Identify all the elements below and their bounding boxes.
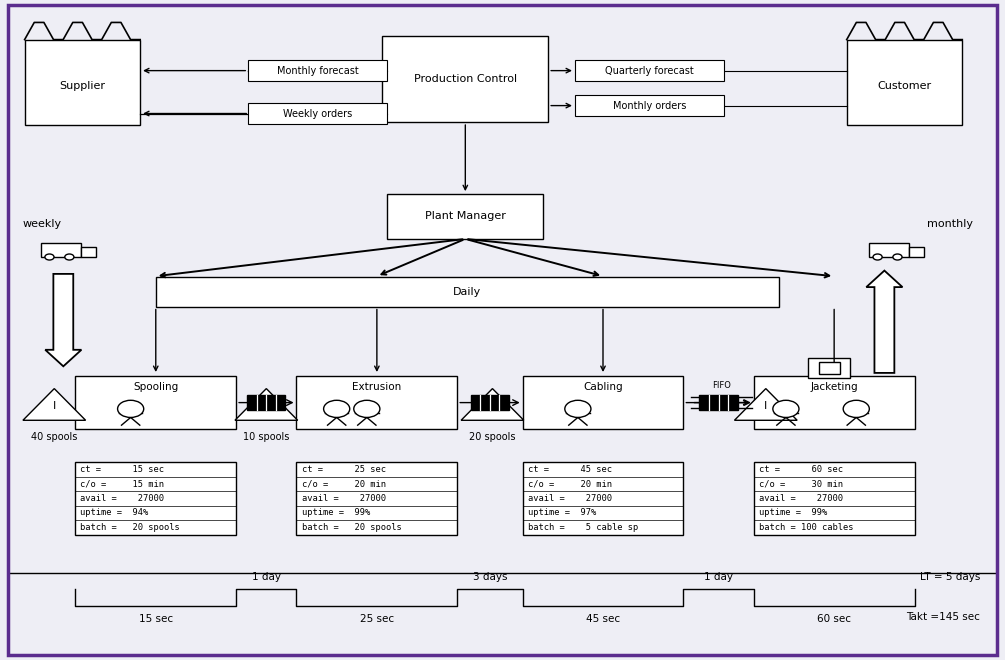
- Text: Production Control: Production Control: [414, 74, 517, 84]
- Text: 60 sec: 60 sec: [817, 614, 851, 624]
- Text: 10 spools: 10 spools: [243, 432, 289, 442]
- Text: Extrusion: Extrusion: [352, 381, 402, 392]
- Bar: [388, 194, 544, 239]
- Text: c/o =     20 min: c/o = 20 min: [302, 479, 386, 488]
- Circle shape: [354, 400, 380, 418]
- Text: 3 days: 3 days: [472, 572, 508, 582]
- Text: uptime =  97%: uptime = 97%: [528, 508, 596, 517]
- Text: Monthly orders: Monthly orders: [612, 100, 686, 111]
- Text: avail =    27000: avail = 27000: [528, 494, 612, 503]
- Text: Weekly orders: Weekly orders: [283, 108, 352, 119]
- Text: Customer: Customer: [877, 81, 932, 91]
- Text: Cabling: Cabling: [583, 381, 623, 392]
- Bar: [248, 60, 387, 81]
- Bar: [296, 462, 457, 535]
- Bar: [296, 376, 457, 429]
- Polygon shape: [23, 389, 85, 420]
- Bar: [868, 244, 909, 257]
- Bar: [247, 395, 285, 410]
- Text: Jacketing: Jacketing: [810, 381, 858, 392]
- Text: FIFO: FIFO: [713, 381, 731, 390]
- Text: 25 sec: 25 sec: [360, 614, 394, 624]
- Text: Daily: Daily: [453, 286, 481, 297]
- Bar: [808, 358, 850, 378]
- Bar: [24, 40, 141, 125]
- Bar: [846, 40, 963, 125]
- Bar: [248, 103, 387, 124]
- Text: 40 spools: 40 spools: [31, 432, 77, 442]
- Text: uptime =  99%: uptime = 99%: [302, 508, 370, 517]
- Bar: [80, 247, 96, 257]
- Text: monthly: monthly: [927, 219, 973, 230]
- Text: avail =    27000: avail = 27000: [759, 494, 843, 503]
- Circle shape: [843, 400, 869, 418]
- Text: Plant Manager: Plant Manager: [425, 211, 506, 222]
- Polygon shape: [461, 389, 524, 420]
- Text: 1 day: 1 day: [705, 572, 733, 582]
- Text: ct =      45 sec: ct = 45 sec: [528, 465, 612, 474]
- Text: batch =   20 spools: batch = 20 spools: [302, 523, 401, 532]
- Bar: [699, 395, 738, 410]
- Bar: [156, 277, 779, 306]
- Text: avail =    27000: avail = 27000: [302, 494, 386, 503]
- Text: uptime =  94%: uptime = 94%: [80, 508, 149, 517]
- Text: avail =    27000: avail = 27000: [80, 494, 165, 503]
- Text: 15 sec: 15 sec: [139, 614, 173, 624]
- Text: Quarterly forecast: Quarterly forecast: [605, 65, 693, 76]
- Polygon shape: [235, 389, 297, 420]
- Bar: [818, 362, 840, 374]
- Circle shape: [892, 254, 902, 260]
- Text: I: I: [264, 401, 268, 411]
- Polygon shape: [866, 271, 902, 373]
- Text: Supplier: Supplier: [59, 81, 106, 91]
- Text: I: I: [490, 401, 494, 411]
- Text: ct =      60 sec: ct = 60 sec: [759, 465, 843, 474]
- Polygon shape: [735, 389, 797, 420]
- Text: Takt =145 sec: Takt =145 sec: [906, 612, 980, 622]
- Bar: [471, 395, 510, 410]
- Text: c/o =     20 min: c/o = 20 min: [528, 479, 612, 488]
- Text: c/o =     30 min: c/o = 30 min: [759, 479, 843, 488]
- Text: LT = 5 days: LT = 5 days: [920, 572, 980, 582]
- Bar: [382, 36, 549, 122]
- Circle shape: [45, 254, 54, 260]
- Text: Spooling: Spooling: [133, 381, 179, 392]
- Text: I: I: [764, 401, 768, 411]
- Circle shape: [873, 254, 882, 260]
- Bar: [575, 95, 724, 116]
- Text: I: I: [52, 401, 56, 411]
- Bar: [754, 376, 915, 429]
- Text: batch =    5 cable sp: batch = 5 cable sp: [528, 523, 638, 532]
- Bar: [754, 462, 915, 535]
- Text: uptime =  99%: uptime = 99%: [759, 508, 827, 517]
- Bar: [909, 247, 925, 257]
- Text: c/o =     15 min: c/o = 15 min: [80, 479, 165, 488]
- Circle shape: [118, 400, 144, 418]
- Bar: [41, 244, 80, 257]
- Bar: [575, 60, 724, 81]
- Bar: [523, 376, 683, 429]
- Text: Monthly forecast: Monthly forecast: [276, 65, 359, 76]
- Text: ct =      15 sec: ct = 15 sec: [80, 465, 165, 474]
- Circle shape: [565, 400, 591, 418]
- Text: weekly: weekly: [22, 219, 61, 230]
- Circle shape: [64, 254, 74, 260]
- Bar: [75, 462, 236, 535]
- Circle shape: [773, 400, 799, 418]
- Polygon shape: [45, 274, 81, 366]
- Text: 1 day: 1 day: [252, 572, 280, 582]
- Text: ct =      25 sec: ct = 25 sec: [302, 465, 386, 474]
- Bar: [523, 462, 683, 535]
- Circle shape: [324, 400, 350, 418]
- Bar: [75, 376, 236, 429]
- Text: 45 sec: 45 sec: [586, 614, 620, 624]
- Text: batch =   20 spools: batch = 20 spools: [80, 523, 180, 532]
- Bar: [53, 274, 73, 350]
- Text: 20 spools: 20 spools: [469, 432, 516, 442]
- Text: batch = 100 cables: batch = 100 cables: [759, 523, 853, 532]
